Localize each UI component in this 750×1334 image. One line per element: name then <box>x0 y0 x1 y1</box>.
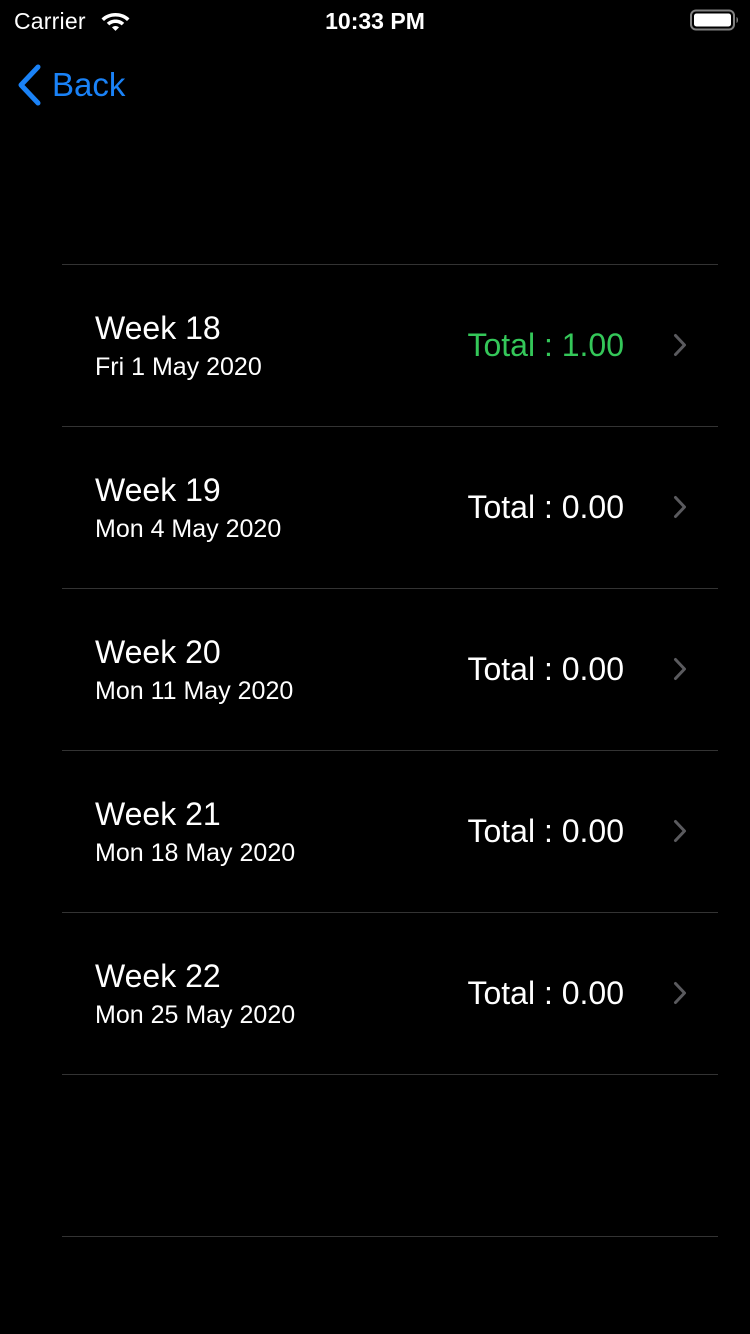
week-title: Week 18 <box>95 310 221 346</box>
chevron-right-icon <box>674 820 686 842</box>
week-total: Total : 0.00 <box>467 489 624 525</box>
week-date: Fri 1 May 2020 <box>95 353 262 381</box>
week-total: Total : 1.00 <box>467 327 624 363</box>
week-row[interactable]: Week 20 Mon 11 May 2020 Total : 0.00 <box>62 589 718 750</box>
week-total: Total : 0.00 <box>467 813 624 849</box>
empty-cell <box>62 1075 718 1236</box>
battery-icon <box>690 9 738 31</box>
chevron-left-icon <box>18 64 41 106</box>
week-title: Week 21 <box>95 796 221 832</box>
separator <box>62 1074 718 1075</box>
chevron-right-icon <box>674 334 686 356</box>
separator <box>62 264 718 265</box>
week-date: Mon 4 May 2020 <box>95 515 282 543</box>
separator <box>62 426 718 427</box>
week-total: Total : 0.00 <box>467 651 624 687</box>
week-row[interactable]: Week 18 Fri 1 May 2020 Total : 1.00 <box>62 265 718 426</box>
week-row[interactable]: Week 21 Mon 18 May 2020 Total : 0.00 <box>62 751 718 912</box>
separator <box>62 750 718 751</box>
wifi-icon <box>101 13 130 31</box>
week-title: Week 19 <box>95 472 221 508</box>
chevron-right-icon <box>674 496 686 518</box>
week-title: Week 22 <box>95 958 221 994</box>
carrier-label: Carrier <box>14 8 86 34</box>
back-label: Back <box>52 66 126 103</box>
chevron-right-icon <box>674 658 686 680</box>
week-date: Mon 11 May 2020 <box>95 677 294 705</box>
separator <box>62 1236 718 1237</box>
week-title: Week 20 <box>95 634 221 670</box>
week-total: Total : 0.00 <box>467 975 624 1011</box>
chevron-right-icon <box>674 982 686 1004</box>
separator <box>62 912 718 913</box>
week-row[interactable]: Week 22 Mon 25 May 2020 Total : 0.00 <box>62 913 718 1074</box>
clock: 10:33 PM <box>325 8 425 34</box>
week-date: Mon 18 May 2020 <box>95 839 296 867</box>
status-bar: Carrier 10:33 PM <box>0 0 750 40</box>
separator <box>62 588 718 589</box>
week-row[interactable]: Week 19 Mon 4 May 2020 Total : 0.00 <box>62 427 718 588</box>
week-list: Week 18 Fri 1 May 2020 Total : 1.00 Week… <box>62 264 718 1237</box>
back-button[interactable]: Back <box>14 60 125 110</box>
week-date: Mon 25 May 2020 <box>95 1001 296 1029</box>
